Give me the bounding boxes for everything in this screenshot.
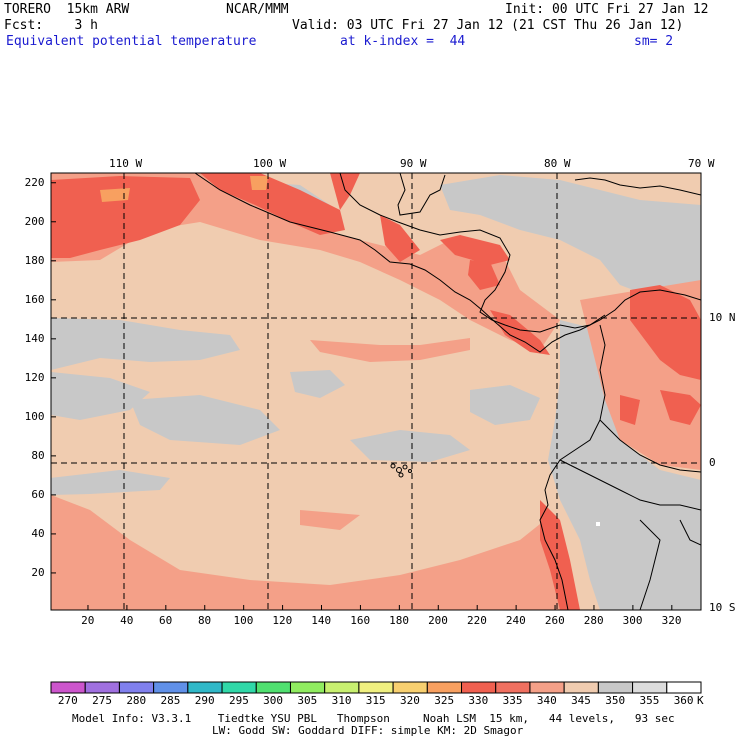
colorbar-label-275: 275 [92, 694, 112, 707]
y-tick-label-140: 140 [24, 331, 45, 345]
colorbar-label-335: 335 [502, 694, 523, 707]
lon-label-100w: 100 W [253, 157, 287, 170]
forecast-hour: Fcst: 3 h [4, 18, 98, 33]
colorbar-label-325: 325 [434, 694, 455, 707]
colorbar-box-6 [255, 681, 291, 694]
colorbar-label-355: 355 [639, 694, 660, 707]
colorbar-label-285: 285 [160, 694, 181, 707]
colorbar-label-290: 290 [194, 694, 215, 707]
x-tick-marks [87, 605, 673, 610]
y-tick-label-80: 80 [31, 448, 45, 462]
colorbar-box-18 [666, 681, 702, 694]
x-tick-label-60: 60 [159, 614, 173, 627]
colorbar-label-280: 280 [126, 694, 147, 707]
colorbar-box-13 [495, 681, 531, 694]
x-tick-label-220: 220 [466, 614, 487, 627]
colorbar-label-345: 345 [571, 694, 591, 707]
colorbar-label-330: 330 [468, 694, 489, 707]
colorbar-box-12 [461, 681, 497, 694]
x-tick-label-160: 160 [350, 614, 371, 627]
x-tick-label-180: 180 [389, 614, 410, 627]
model-info-line2: LW: Godd SW: Goddard DIFF: simple KM: 2D… [212, 724, 524, 737]
colorbar-label-300: 300 [263, 694, 284, 707]
x-tick-label-140: 140 [311, 614, 332, 627]
shade-360 [596, 522, 600, 526]
lon-label-70w: 70 W [688, 157, 715, 170]
colorbar-box-5 [221, 681, 257, 694]
colorbar-unit: K [697, 694, 704, 707]
colorbar-box-7 [289, 681, 326, 694]
x-tick-label-100: 100 [233, 614, 254, 627]
valid-time: Valid: 03 UTC Fri 27 Jan 12 (21 CST Thu … [292, 18, 684, 33]
galapagos-islands [390, 463, 412, 478]
map-frame [50, 172, 702, 611]
y-tick-label-180: 180 [24, 253, 45, 267]
colorbar-label-310: 310 [331, 694, 352, 707]
x-tick-label-320: 320 [661, 614, 682, 627]
graticule [51, 173, 701, 610]
y-tick-label-100: 100 [24, 409, 45, 423]
model-title: TORERO 15km ARW [4, 2, 130, 17]
y-tick-label-200: 200 [24, 214, 45, 228]
colorbar-box-1 [84, 681, 120, 694]
lat-label-10n: 10 N [709, 311, 736, 324]
shade-330 [51, 173, 701, 610]
x-tick-label-40: 40 [120, 614, 134, 627]
colorbar-box-9 [358, 681, 394, 694]
y-tick-label-160: 160 [24, 292, 45, 306]
model-info-line1: Model Info: V3.3.1 Tiedtke YSU PBL Thomp… [72, 712, 675, 725]
lon-label-90w: 90 W [400, 157, 427, 170]
y-tick-label-40: 40 [31, 526, 45, 540]
colorbar-box-15 [563, 681, 599, 694]
field-shading [51, 173, 701, 610]
colorbar-label-295: 295 [228, 694, 249, 707]
x-tick-label-280: 280 [583, 614, 604, 627]
y-tick-label-220: 220 [24, 175, 45, 189]
lon-label-110w: 110 W [109, 157, 143, 170]
y-tick-marks [51, 182, 56, 574]
x-tick-label-120: 120 [272, 614, 293, 627]
field-name: Equivalent potential temperature [6, 34, 257, 49]
init-time: Init: 00 UTC Fri 27 Jan 12 [505, 2, 709, 17]
y-tick-label-120: 120 [24, 370, 45, 384]
colorbar-label-270: 270 [57, 694, 78, 707]
x-tick-label-80: 80 [197, 614, 212, 627]
x-tick-label-200: 200 [428, 614, 448, 627]
colorbar-box-11 [426, 681, 463, 694]
lat-label-10s: 10 S [709, 601, 736, 614]
level-label: at k-index = 44 [340, 34, 466, 49]
colorbar-box-2 [118, 681, 155, 694]
colorbar-box-4 [187, 681, 223, 694]
colorbar-label-360: 360 [673, 694, 694, 707]
x-tick-label-300: 300 [622, 614, 643, 627]
colorbar-box-16 [597, 681, 634, 694]
colorbar-label-305: 305 [297, 694, 318, 707]
colorbar-box-0 [50, 681, 86, 694]
colorbar-label-350: 350 [605, 694, 626, 707]
colorbar-box-10 [392, 681, 428, 694]
colorbar-box-3 [153, 681, 189, 694]
lon-label-80w: 80 W [544, 157, 571, 170]
shade-350 [51, 175, 701, 610]
colorbar-box-14 [529, 681, 565, 694]
coastlines [194, 173, 701, 610]
y-tick-label-20: 20 [31, 565, 45, 579]
lat-label-0: 0 [709, 456, 716, 469]
colorbar-label-315: 315 [365, 694, 386, 707]
colorbar-box-17 [632, 681, 668, 694]
colorbar-label-320: 320 [400, 694, 420, 707]
smoothing-label: sm= 2 [634, 34, 674, 49]
x-tick-label-240: 240 [505, 614, 526, 627]
shade-325 [100, 176, 268, 202]
colorbar-box-8 [324, 681, 360, 694]
y-tick-label-60: 60 [31, 487, 45, 501]
x-tick-label-260: 260 [544, 614, 565, 627]
colorbar-label-340: 340 [536, 694, 557, 707]
organization-label: NCAR/MMM [226, 2, 289, 17]
x-tick-label-20: 20 [81, 614, 95, 627]
colorbar-boxes [50, 681, 702, 694]
